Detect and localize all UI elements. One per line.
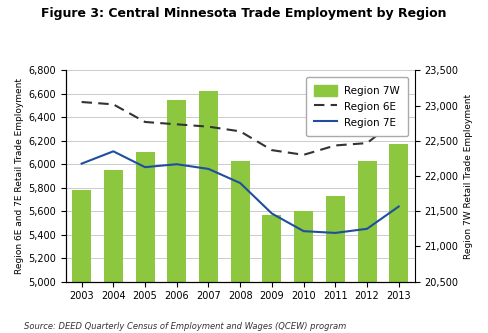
Bar [72, 190, 91, 333]
Y-axis label: Region 7W Retail Trade Employment: Region 7W Retail Trade Employment [464, 93, 473, 258]
Bar [104, 170, 123, 333]
Text: Figure 3: Central Minnesota Trade Employment by Region: Figure 3: Central Minnesota Trade Employ… [41, 7, 447, 20]
Bar [358, 161, 377, 333]
Legend: Region 7W, Region 6E, Region 7E: Region 7W, Region 6E, Region 7E [306, 77, 407, 136]
Bar [326, 196, 345, 333]
Y-axis label: Region 6E and 7E Retail Trade Employment: Region 6E and 7E Retail Trade Employment [15, 78, 24, 274]
Bar [167, 100, 186, 333]
Bar [231, 161, 250, 333]
Bar [389, 144, 408, 333]
Bar [199, 91, 218, 333]
Bar [136, 153, 155, 333]
Text: Source: DEED Quarterly Census of Employment and Wages (QCEW) program: Source: DEED Quarterly Census of Employm… [24, 322, 346, 331]
Bar [294, 211, 313, 333]
Bar [263, 215, 282, 333]
